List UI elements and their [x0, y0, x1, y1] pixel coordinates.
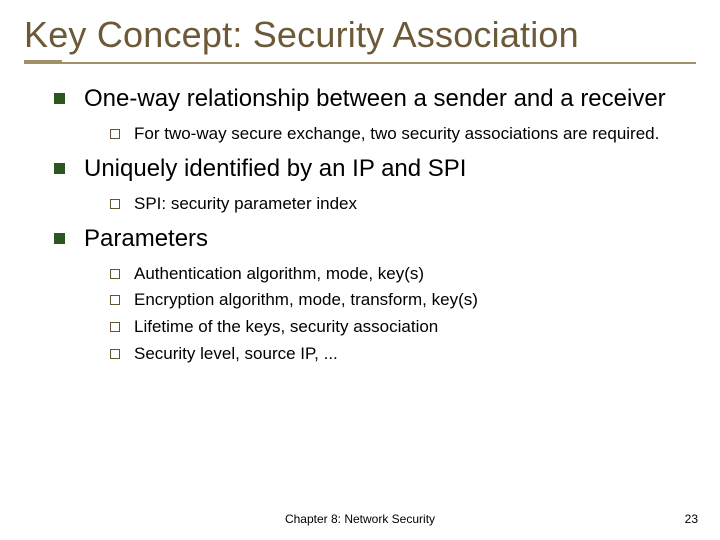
bullet-text: One-way relationship between a sender an… [84, 85, 666, 112]
sub-bullet-text: For two-way secure exchange, two securit… [134, 124, 659, 143]
slide-content: One-way relationship between a sender an… [0, 62, 720, 364]
sub-bullet-item: Authentication algorithm, mode, key(s) [110, 264, 692, 285]
sub-bullet-item: Lifetime of the keys, security associati… [110, 317, 692, 338]
bullet-text: Parameters [84, 225, 208, 252]
bullet-list-level2: SPI: security parameter index [84, 194, 692, 215]
sub-bullet-text: Authentication algorithm, mode, key(s) [134, 264, 424, 283]
sub-bullet-text: Security level, source IP, ... [134, 344, 338, 363]
sub-bullet-text: Encryption algorithm, mode, transform, k… [134, 290, 478, 309]
sub-bullet-text: Lifetime of the keys, security associati… [134, 317, 438, 336]
bullet-list-level2: Authentication algorithm, mode, key(s) E… [84, 264, 692, 365]
footer-chapter: Chapter 8: Network Security [0, 512, 720, 526]
bullet-list-level2: For two-way secure exchange, two securit… [84, 124, 692, 145]
sub-bullet-text: SPI: security parameter index [134, 194, 357, 213]
title-underline-long [24, 62, 696, 64]
title-block: Key Concept: Security Association [24, 14, 702, 62]
bullet-list-level1: One-way relationship between a sender an… [54, 84, 692, 364]
bullet-text: Uniquely identified by an IP and SPI [84, 155, 466, 182]
sub-bullet-item: Encryption algorithm, mode, transform, k… [110, 290, 692, 311]
bullet-item: One-way relationship between a sender an… [54, 84, 692, 144]
page-number: 23 [685, 512, 698, 526]
sub-bullet-item: Security level, source IP, ... [110, 344, 692, 365]
sub-bullet-item: SPI: security parameter index [110, 194, 692, 215]
bullet-item: Uniquely identified by an IP and SPI SPI… [54, 154, 692, 214]
sub-bullet-item: For two-way secure exchange, two securit… [110, 124, 692, 145]
slide-container: Key Concept: Security Association One-wa… [0, 0, 720, 540]
slide-title: Key Concept: Security Association [24, 14, 702, 62]
bullet-item: Parameters Authentication algorithm, mod… [54, 224, 692, 364]
